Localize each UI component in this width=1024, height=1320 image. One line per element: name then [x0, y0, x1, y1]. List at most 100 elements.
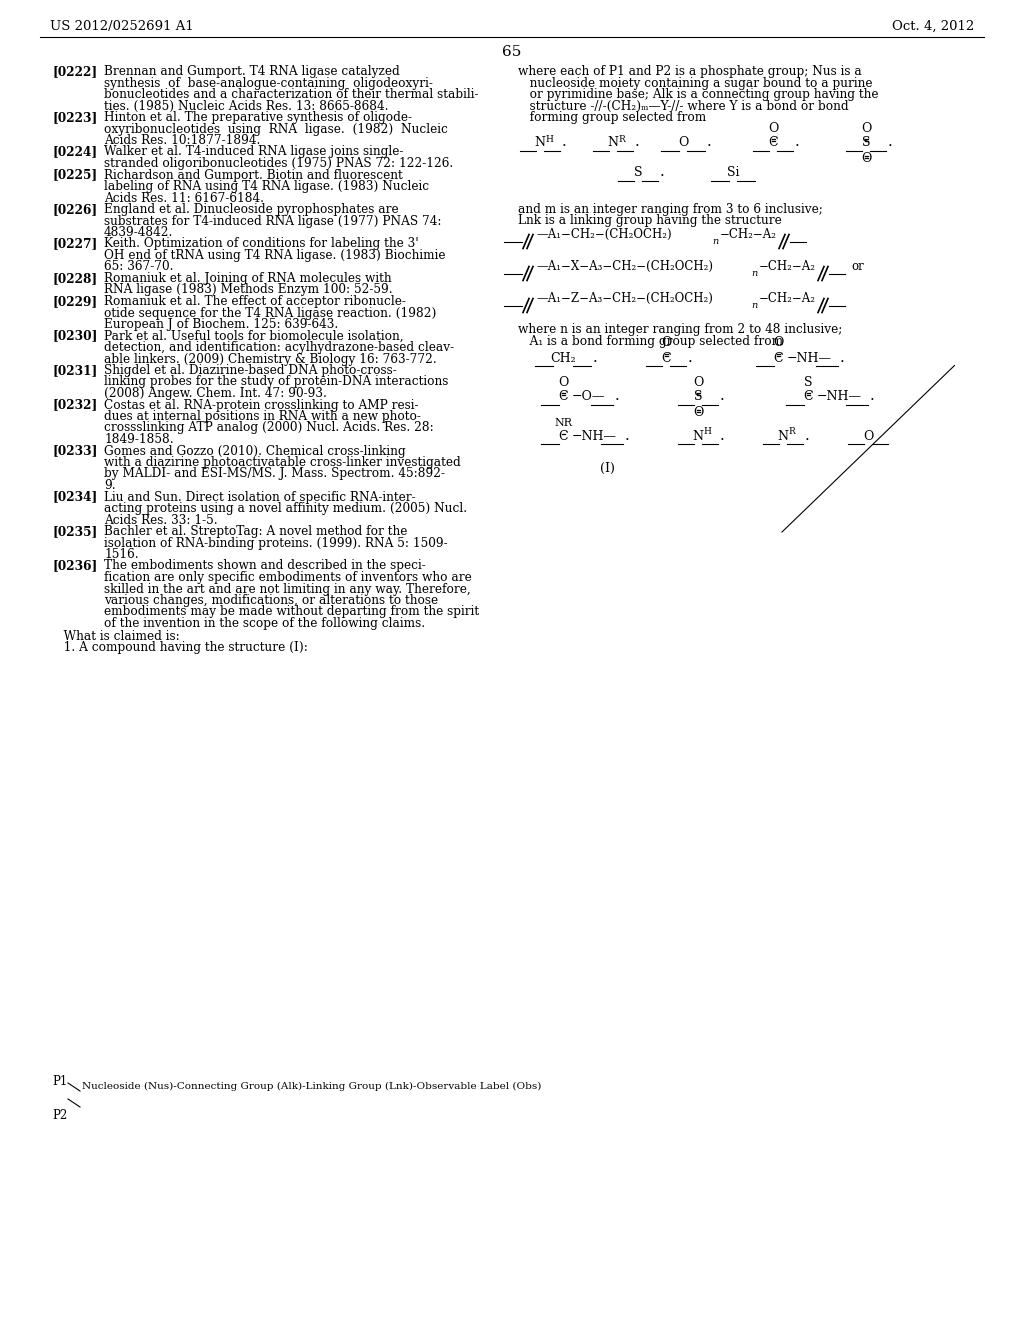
- Text: .: .: [593, 351, 598, 364]
- Text: Shigdel et al. Diazirine-based DNA photo-cross-: Shigdel et al. Diazirine-based DNA photo…: [104, 364, 396, 378]
- Text: [0227]: [0227]: [52, 238, 97, 251]
- Text: (I): (I): [600, 462, 614, 474]
- Text: Si: Si: [727, 166, 739, 180]
- Text: O: O: [773, 337, 783, 350]
- Text: with a diazirine photoactivatable cross-linker investigated: with a diazirine photoactivatable cross-…: [104, 455, 461, 469]
- Text: [0226]: [0226]: [52, 203, 97, 216]
- Text: England et al. Dinucleoside pyrophosphates are: England et al. Dinucleoside pyrophosphat…: [104, 203, 398, 216]
- Text: 1. A compound having the structure (I):: 1. A compound having the structure (I):: [52, 642, 308, 653]
- Text: n: n: [751, 268, 758, 277]
- Text: substrates for T4-induced RNA ligase (1977) PNAS 74:: substrates for T4-induced RNA ligase (19…: [104, 214, 441, 227]
- Text: H: H: [703, 428, 711, 437]
- Text: .: .: [795, 136, 800, 149]
- Text: .: .: [625, 429, 630, 442]
- Text: −O—: −O—: [572, 391, 605, 404]
- Text: otide sequence for the T4 RNA ligase reaction. (1982): otide sequence for the T4 RNA ligase rea…: [104, 306, 436, 319]
- Text: H: H: [545, 135, 553, 144]
- Text: −NH—: −NH—: [572, 429, 617, 442]
- Text: .: .: [707, 136, 712, 149]
- Text: [0228]: [0228]: [52, 272, 97, 285]
- Text: [0232]: [0232]: [52, 399, 97, 412]
- Text: Liu and Sun. Direct isolation of specific RNA-inter-: Liu and Sun. Direct isolation of specifi…: [104, 491, 416, 503]
- Text: and m is an integer ranging from 3 to 6 inclusive;: and m is an integer ranging from 3 to 6 …: [518, 202, 823, 215]
- Text: What is claimed is:: What is claimed is:: [52, 630, 180, 643]
- Text: −CH₂−A₂: −CH₂−A₂: [759, 292, 816, 305]
- Text: —A₁−CH₂−(CH₂OCH₂): —A₁−CH₂−(CH₂OCH₂): [536, 227, 672, 240]
- Text: .: .: [635, 136, 640, 149]
- Text: .: .: [688, 351, 693, 364]
- Text: [0229]: [0229]: [52, 294, 97, 308]
- Text: crossslinking ATP analog (2000) Nucl. Acids. Res. 28:: crossslinking ATP analog (2000) Nucl. Ac…: [104, 421, 434, 434]
- Text: O: O: [861, 121, 871, 135]
- Text: Oct. 4, 2012: Oct. 4, 2012: [892, 20, 974, 33]
- Text: Gomes and Gozzo (2010). Chemical cross-linking: Gomes and Gozzo (2010). Chemical cross-l…: [104, 445, 406, 458]
- Text: Lnk is a linking group having the structure: Lnk is a linking group having the struct…: [518, 214, 781, 227]
- Text: [0233]: [0233]: [52, 445, 97, 458]
- Text: N: N: [777, 429, 788, 442]
- Text: Keith. Optimization of conditions for labeling the 3': Keith. Optimization of conditions for la…: [104, 238, 419, 251]
- Text: 65: 367-70.: 65: 367-70.: [104, 260, 173, 273]
- Text: dues at internal positions in RNA with a new photo-: dues at internal positions in RNA with a…: [104, 411, 421, 422]
- Text: .: .: [840, 351, 845, 364]
- Text: .: .: [720, 389, 725, 404]
- Text: −NH—: −NH—: [817, 391, 862, 404]
- Text: US 2012/0252691 A1: US 2012/0252691 A1: [50, 20, 194, 33]
- Text: N: N: [692, 429, 703, 442]
- Text: 4839-4842.: 4839-4842.: [104, 226, 173, 239]
- Text: nucleoside moiety containing a sugar bound to a purine: nucleoside moiety containing a sugar bou…: [518, 77, 872, 90]
- Text: embodiments may be made without departing from the spirit: embodiments may be made without departin…: [104, 606, 479, 619]
- Text: C: C: [662, 351, 671, 364]
- Text: able linkers. (2009) Chemistry & Biology 16: 763-772.: able linkers. (2009) Chemistry & Biology…: [104, 352, 437, 366]
- Text: [0224]: [0224]: [52, 145, 97, 158]
- Text: [0223]: [0223]: [52, 111, 97, 124]
- Text: RNA ligase (1983) Methods Enzym 100: 52-59.: RNA ligase (1983) Methods Enzym 100: 52-…: [104, 284, 392, 297]
- Text: .: .: [660, 165, 665, 180]
- Text: .: .: [562, 136, 566, 149]
- Text: O: O: [678, 136, 688, 149]
- Text: O: O: [660, 337, 671, 350]
- Text: 1849-1858.: 1849-1858.: [104, 433, 174, 446]
- Text: .: .: [805, 429, 810, 442]
- Text: [0234]: [0234]: [52, 491, 97, 503]
- Text: .: .: [615, 389, 620, 404]
- Text: R: R: [618, 135, 625, 144]
- Text: The embodiments shown and described in the speci-: The embodiments shown and described in t…: [104, 560, 426, 573]
- Text: of the invention in the scope of the following claims.: of the invention in the scope of the fol…: [104, 616, 425, 630]
- Text: C: C: [558, 391, 568, 404]
- Text: [0231]: [0231]: [52, 364, 97, 378]
- Text: structure -//-(CH₂)ₘ—Y-//- where Y is a bond or bond: structure -//-(CH₂)ₘ—Y-//- where Y is a …: [518, 99, 849, 112]
- Text: skilled in the art and are not limiting in any way. Therefore,: skilled in the art and are not limiting …: [104, 582, 471, 595]
- Text: .: .: [720, 429, 725, 442]
- Text: oxyribonucleotides  using  RNA  ligase.  (1982)  Nucleic: oxyribonucleotides using RNA ligase. (19…: [104, 123, 447, 136]
- Text: linking probes for the study of protein-DNA interactions: linking probes for the study of protein-…: [104, 375, 449, 388]
- Text: ties. (1985) Nucleic Acids Res. 13: 8665-8684.: ties. (1985) Nucleic Acids Res. 13: 8665…: [104, 99, 388, 112]
- Text: Hinton et al. The preparative synthesis of oligode-: Hinton et al. The preparative synthesis …: [104, 111, 412, 124]
- Text: −CH₂−A₂: −CH₂−A₂: [720, 227, 777, 240]
- Text: N: N: [535, 136, 546, 149]
- Text: C: C: [768, 136, 778, 149]
- Text: C: C: [558, 429, 568, 442]
- Text: European J of Biochem. 125: 639-643.: European J of Biochem. 125: 639-643.: [104, 318, 338, 331]
- Text: detection, and identification: acylhydrazone-based cleav-: detection, and identification: acylhydra…: [104, 341, 454, 354]
- Text: [0225]: [0225]: [52, 169, 97, 181]
- Text: .: .: [870, 389, 874, 404]
- Text: labeling of RNA using T4 RNA ligase. (1983) Nucleic: labeling of RNA using T4 RNA ligase. (19…: [104, 180, 429, 193]
- Text: acting proteins using a novel affinity medium. (2005) Nucl.: acting proteins using a novel affinity m…: [104, 502, 467, 515]
- Text: R: R: [788, 428, 795, 437]
- Text: Costas et al. RNA-protein crosslinking to AMP resi-: Costas et al. RNA-protein crosslinking t…: [104, 399, 419, 412]
- Text: by MALDI- and ESI-MS/MS. J. Mass. Spectrom. 45:892-: by MALDI- and ESI-MS/MS. J. Mass. Spectr…: [104, 467, 445, 480]
- Text: where n is an integer ranging from 2 to 48 inclusive;: where n is an integer ranging from 2 to …: [518, 323, 843, 337]
- Text: CH₂: CH₂: [550, 351, 575, 364]
- Text: fication are only specific embodiments of inventors who are: fication are only specific embodiments o…: [104, 572, 472, 583]
- Text: O: O: [861, 152, 871, 165]
- Text: n: n: [751, 301, 758, 309]
- Text: −CH₂−A₂: −CH₂−A₂: [759, 260, 816, 272]
- Text: forming group selected from: forming group selected from: [518, 111, 707, 124]
- Text: −NH—: −NH—: [787, 351, 831, 364]
- Text: —A₁−Z−A₃−CH₂−(CH₂OCH₂): —A₁−Z−A₃−CH₂−(CH₂OCH₂): [536, 292, 713, 305]
- Text: various changes, modifications, or alterations to those: various changes, modifications, or alter…: [104, 594, 438, 607]
- Text: where each of P1 and P2 is a phosphate group; Nus is a: where each of P1 and P2 is a phosphate g…: [518, 65, 862, 78]
- Text: P1: P1: [52, 1074, 68, 1088]
- Text: or: or: [851, 260, 864, 272]
- Text: synthesis  of  base-analogue-containing  oligodeoxyri-: synthesis of base-analogue-containing ol…: [104, 77, 433, 90]
